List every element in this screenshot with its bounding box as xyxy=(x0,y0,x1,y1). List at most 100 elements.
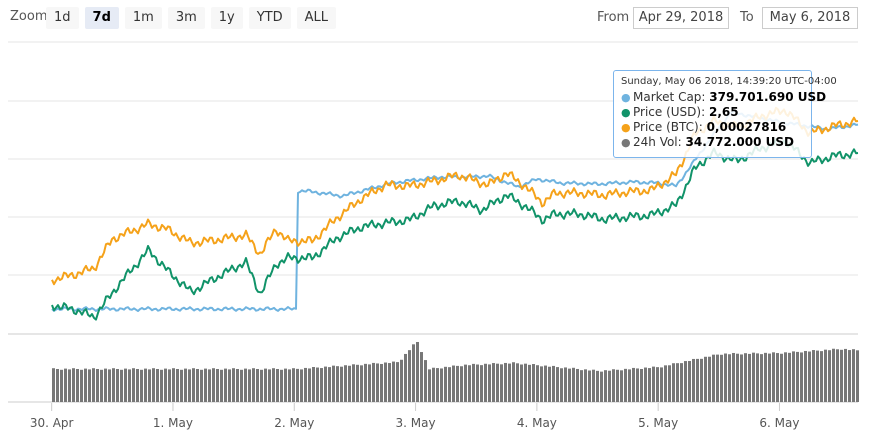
volume-bar xyxy=(544,365,547,402)
volume-bar xyxy=(192,368,195,402)
to-label: To xyxy=(740,10,754,25)
volume-bar xyxy=(568,368,571,402)
volume-bar xyxy=(508,363,511,402)
volume-bar xyxy=(244,368,247,402)
volume-bar xyxy=(564,367,567,402)
volume-bar xyxy=(580,370,583,402)
volume-bar xyxy=(504,362,507,402)
volume-bar xyxy=(296,368,299,402)
volume-bar xyxy=(820,351,823,402)
volume-bar xyxy=(488,364,491,402)
volume-bar xyxy=(188,369,191,402)
tooltip-value: 2,65 xyxy=(708,105,739,119)
volume-bar xyxy=(804,350,807,402)
volume-bar xyxy=(248,369,251,402)
volume-bar xyxy=(184,368,187,402)
volume-bar xyxy=(216,369,219,402)
from-date-input[interactable]: Apr 29, 2018 xyxy=(633,7,729,29)
volume-bar xyxy=(408,350,411,402)
volume-bar xyxy=(496,363,499,402)
volume-bar xyxy=(624,368,627,402)
volume-bar xyxy=(56,369,59,402)
volume-bar xyxy=(620,370,623,402)
volume-bar xyxy=(196,369,199,402)
volume-bar xyxy=(824,349,827,402)
volume-bar xyxy=(252,368,255,402)
volume-bar xyxy=(692,358,695,402)
volume-bar xyxy=(288,369,291,402)
volume-bar xyxy=(616,369,619,402)
zoom-1d-button[interactable]: 1d xyxy=(46,7,79,29)
x-tick-label: 30. Apr xyxy=(30,416,74,430)
zoom-3m-button[interactable]: 3m xyxy=(167,7,205,29)
volume-bar xyxy=(588,370,591,402)
volume-bar xyxy=(292,368,295,402)
volume-bar xyxy=(436,368,439,402)
volume-bar xyxy=(272,368,275,402)
volume-bar xyxy=(796,351,799,402)
zoom-7d-button[interactable]: 7d xyxy=(84,7,119,29)
volume-bar xyxy=(424,360,427,402)
volume-bar xyxy=(776,353,779,402)
volume-bar xyxy=(240,369,243,402)
x-tick-label: 4. May xyxy=(517,416,557,430)
volume-bar xyxy=(432,367,435,402)
volume-bar xyxy=(852,349,855,402)
volume-bar xyxy=(596,370,599,402)
volume-bar xyxy=(528,364,531,402)
volume-dot-icon: ● xyxy=(621,136,631,149)
volume-bar xyxy=(420,352,423,402)
volume-bar xyxy=(608,370,611,402)
volume-bar xyxy=(732,352,735,402)
volume-bar xyxy=(304,367,307,402)
volume-bar xyxy=(452,365,455,402)
volume-bar xyxy=(368,364,371,402)
volume-bar xyxy=(340,366,343,402)
x-tick-label: 3. May xyxy=(396,416,436,430)
to-date-input[interactable]: May 6, 2018 xyxy=(762,7,858,29)
volume-bar xyxy=(672,363,675,402)
volume-bar xyxy=(844,348,847,402)
volume-bar xyxy=(364,363,367,402)
volume-bar xyxy=(412,344,415,402)
volume-bar xyxy=(696,358,699,402)
volume-bar xyxy=(60,369,63,402)
volume-bar xyxy=(160,369,163,402)
zoom-ytd-button[interactable]: YTD xyxy=(248,7,291,29)
volume-bar xyxy=(832,348,835,402)
volume-bar xyxy=(428,369,431,402)
volume-bar xyxy=(764,352,767,402)
volume-bar xyxy=(300,369,303,402)
zoom-1m-button[interactable]: 1m xyxy=(124,7,162,29)
volume-bar xyxy=(652,366,655,402)
volume-bar xyxy=(560,368,563,402)
volume-bar xyxy=(604,370,607,402)
volume-bar xyxy=(816,350,819,402)
zoom-1y-button[interactable]: 1y xyxy=(210,7,243,29)
volume-bar xyxy=(848,350,851,402)
volume-bar xyxy=(536,365,539,402)
volume-bar xyxy=(808,351,811,402)
volume-bar xyxy=(688,361,691,402)
volume-bar xyxy=(200,369,203,402)
volume-bar xyxy=(752,352,755,402)
volume-bar xyxy=(656,367,659,402)
volume-bar xyxy=(140,369,143,402)
from-label: From xyxy=(597,10,630,25)
volume-bar xyxy=(400,359,403,402)
volume-bar xyxy=(724,353,727,402)
x-tick-label: 6. May xyxy=(759,416,799,430)
volume-bar xyxy=(384,362,387,402)
volume-bar xyxy=(276,369,279,402)
zoom-all-button[interactable]: ALL xyxy=(296,7,337,29)
volume-bar xyxy=(404,353,407,402)
volume-bar xyxy=(512,362,515,402)
volume-bar xyxy=(264,368,267,402)
volume-bar xyxy=(84,368,87,402)
tooltip-value: 34.772.000 USD xyxy=(685,135,794,149)
x-tick-label: 2. May xyxy=(274,416,314,430)
volume-bar xyxy=(416,341,419,402)
volume-bar xyxy=(104,368,107,402)
volume-bar xyxy=(116,369,119,402)
